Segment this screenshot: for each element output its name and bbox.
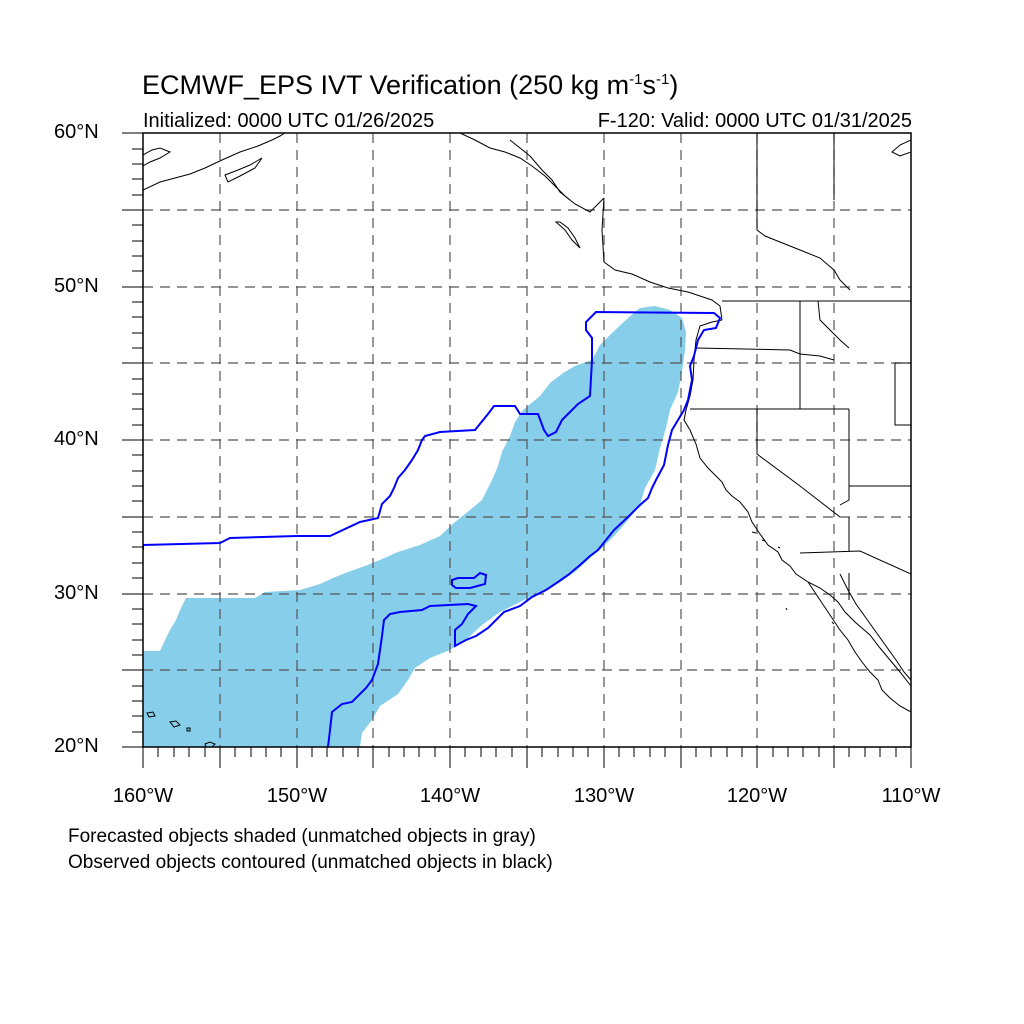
lat-label-20: 20°N bbox=[54, 735, 99, 757]
chart-title: ECMWF_EPS IVT Verification (250 kg m-1s-… bbox=[142, 70, 679, 100]
coastline-alaska-peninsula bbox=[143, 147, 172, 167]
lat-label-40: 40°N bbox=[54, 428, 99, 450]
init-time-label: Initialized: 0000 UTC 01/26/2025 bbox=[143, 110, 435, 132]
coastline-gulf-california bbox=[839, 573, 911, 681]
state-line-wa-or bbox=[695, 347, 835, 361]
coastline-bc-islands bbox=[554, 221, 581, 249]
coastline-bc-mainland bbox=[601, 197, 723, 321]
coastline-baja bbox=[807, 581, 911, 713]
border-mexico-coast bbox=[891, 139, 911, 157]
state-line-nv-east bbox=[839, 409, 850, 506]
border-us-mexico bbox=[799, 550, 911, 575]
lon-label-130w: 130°W bbox=[573, 785, 635, 807]
legend-forecast-note: Forecasted objects shaded (unmatched obj… bbox=[68, 826, 536, 847]
coastline-alaska bbox=[143, 133, 286, 191]
coastline-alaska-panhandle bbox=[509, 139, 571, 201]
border-alaska-canada bbox=[756, 133, 851, 291]
lon-ticks bbox=[142, 747, 912, 768]
observed-object-small-contour bbox=[451, 571, 488, 589]
lat-label-50: 50°N bbox=[54, 275, 99, 297]
legend-observed-note: Observed objects contoured (unmatched ob… bbox=[68, 852, 553, 873]
coastline-kodiak bbox=[224, 157, 263, 183]
lon-label-110w: 110°W bbox=[881, 785, 941, 807]
lon-label-160w: 160°W bbox=[112, 785, 174, 807]
lat-label-60: 60°N bbox=[54, 121, 99, 143]
state-line-wy bbox=[894, 362, 911, 426]
state-line-montana bbox=[817, 300, 850, 349]
lon-label-140w: 140°W bbox=[419, 785, 481, 807]
lat-label-30: 30°N bbox=[54, 582, 99, 604]
observed-object-contour bbox=[143, 310, 722, 747]
coastline-us-west bbox=[683, 319, 911, 687]
lat-ticks bbox=[122, 132, 143, 748]
forecast-object-shaded bbox=[143, 306, 686, 747]
valid-time-label: F-120: Valid: 0000 UTC 01/31/2025 bbox=[597, 110, 912, 132]
lon-label-150w: 150°W bbox=[266, 785, 328, 807]
island-channel bbox=[751, 531, 835, 625]
lon-label-120w: 120°W bbox=[726, 785, 788, 807]
state-line-nv-west bbox=[756, 409, 841, 518]
coastline-gulf-alaska bbox=[459, 133, 605, 213]
island-hawaii bbox=[146, 711, 216, 747]
